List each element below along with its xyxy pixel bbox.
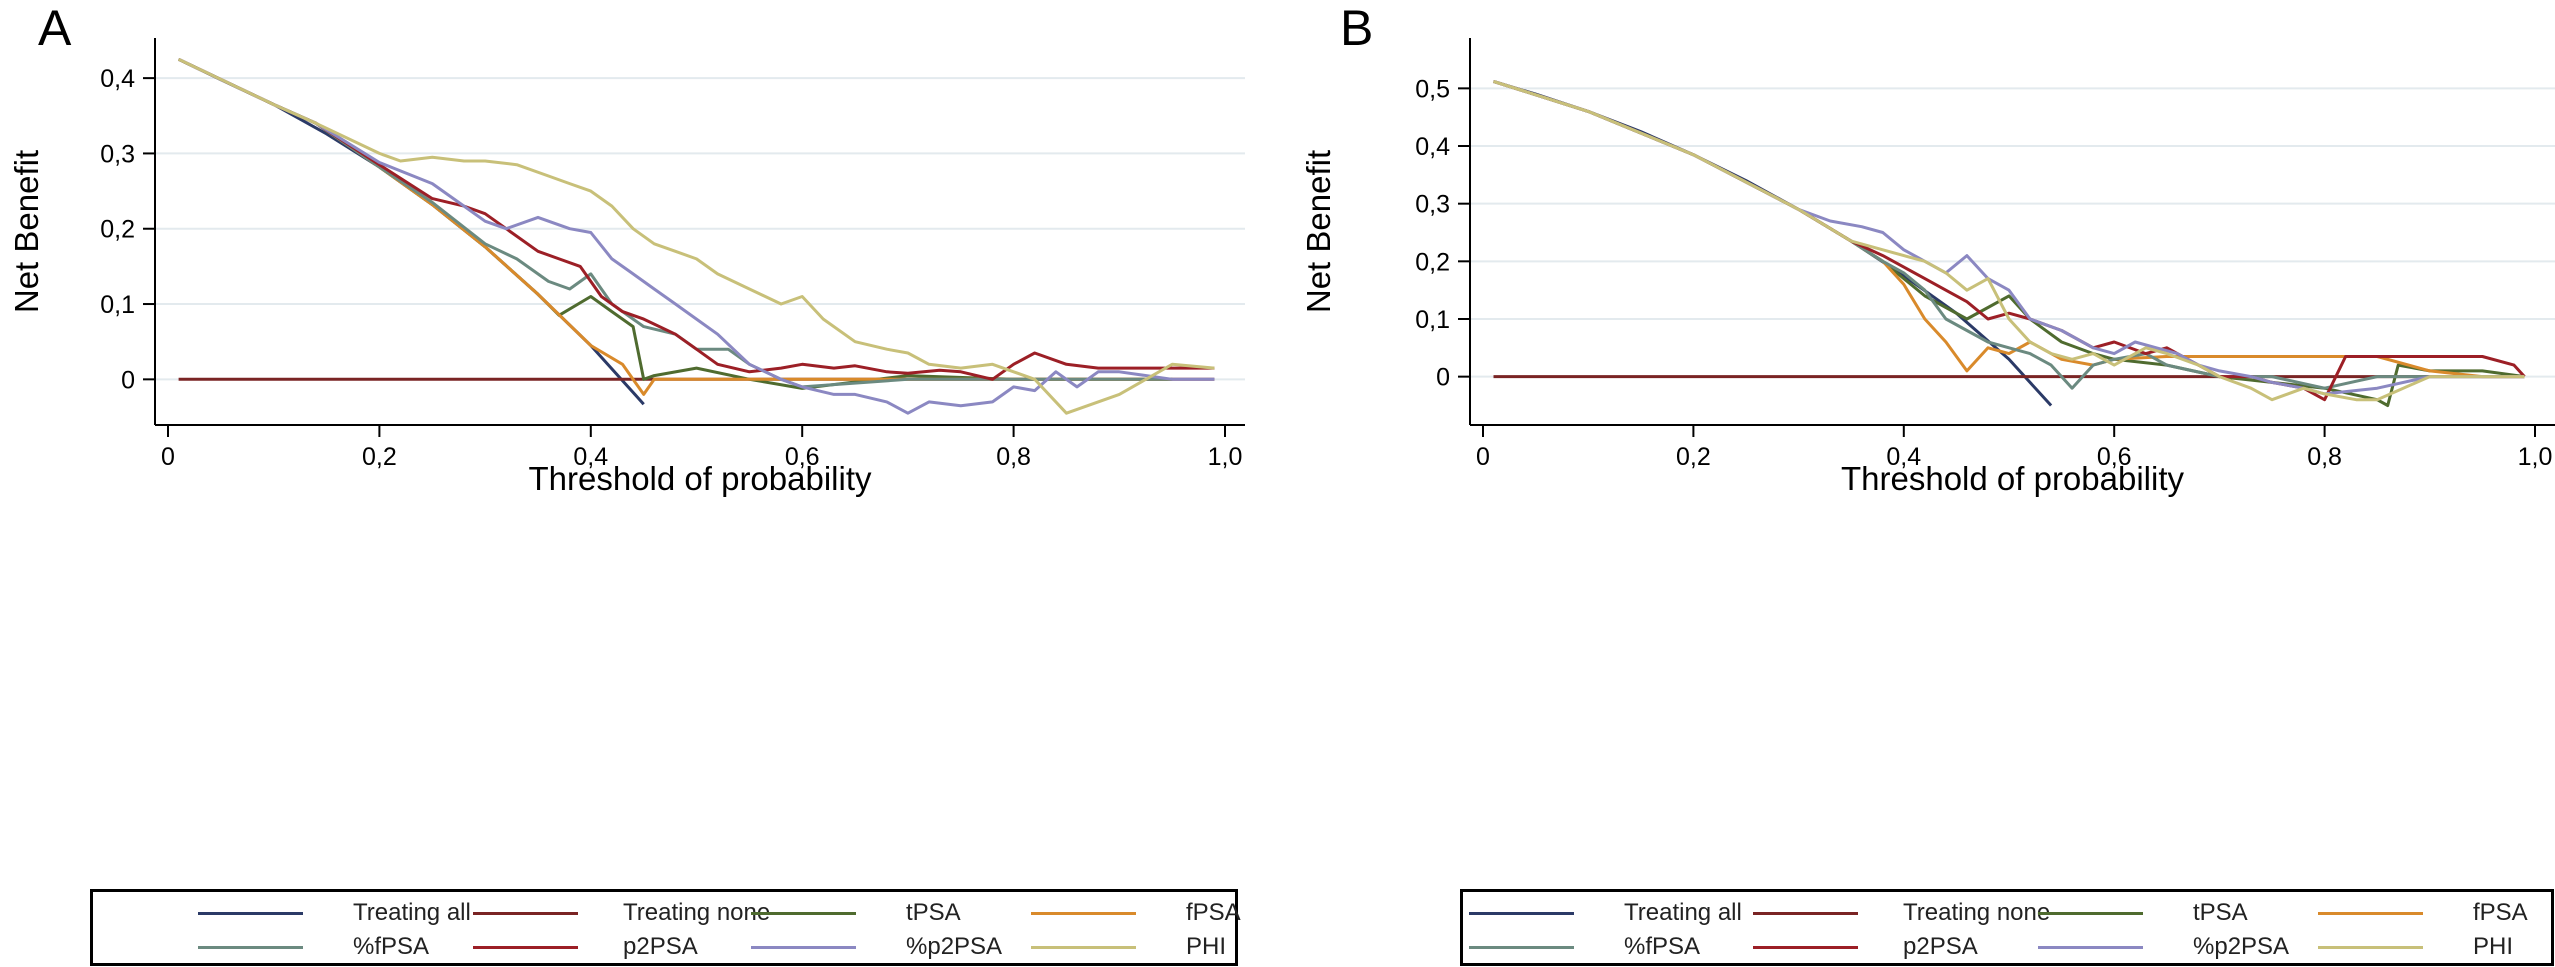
x-tick-label: 0 (161, 443, 175, 471)
y-tick-label: 0,3 (1415, 191, 1450, 219)
chart-b-svg: B 0 0,1 0,2 0,3 0,4 0,5 0 0,2 0,4 0,6 0,8 1,0 Thresho… (1300, 0, 2555, 497)
x-tick-label: 0,2 (362, 443, 397, 471)
legend-item: PHI (2318, 927, 2555, 967)
series-line-fpsa (1493, 79, 2525, 379)
chart-a-svg: A 0 0,1 0,2 0,3 0,4 0 0,2 0,4 0,6 0,8 1,0 Threshold … (8, 0, 1245, 497)
x-tick-label: 0,2 (1676, 443, 1711, 471)
y-tick-label: 0,2 (1415, 248, 1450, 276)
y-axis-title: Net Benefit (8, 150, 45, 313)
legend-item: p2PSA (473, 927, 793, 967)
series-line-p2psa (177, 57, 1215, 381)
legend-swatch (473, 946, 578, 949)
legend-swatch (1031, 946, 1136, 949)
legend-label: p2PSA (1903, 933, 1978, 960)
y-tick-label: 0,4 (100, 65, 135, 93)
chart-panel-b: B 0 0,1 0,2 0,3 0,4 0,5 0 0,2 0,4 0,6 0,8 1,0 Thresho… (1300, 0, 2555, 967)
y-tick-label: 0 (121, 366, 135, 394)
legend-label: PHI (1186, 933, 1227, 960)
legend-swatch (473, 912, 578, 915)
legend-swatch (2318, 946, 2423, 949)
legend-item: Treating all (198, 893, 518, 933)
legend-item: tPSA (751, 893, 1071, 933)
legend-swatch (1753, 912, 1858, 915)
legend-a: Treating all Treating none tPSA fPSA %fPSA p2… (90, 889, 1241, 967)
legend-swatch (198, 912, 303, 915)
legend-item: Treating all (1469, 893, 1789, 933)
y-tick-label: 0,4 (1415, 133, 1450, 161)
legend-label: p2PSA (623, 933, 698, 960)
legend-row: %fPSA p2PSA %p2PSA PHI (1463, 927, 2551, 967)
x-tick-label: 1,0 (1208, 443, 1243, 471)
legend-label: fPSA (2473, 899, 2528, 926)
x-tick-label: 0,8 (2307, 443, 2342, 471)
legend-swatch (2318, 912, 2423, 915)
legend-item: p2PSA (1753, 927, 2073, 967)
legend-label: %fPSA (353, 933, 430, 960)
legend-swatch (1469, 912, 1574, 915)
legend-item: fPSA (1031, 893, 1351, 933)
legend-swatch (1469, 946, 1574, 949)
legend-label: Treating all (1624, 899, 1742, 926)
chart-panel-a: A 0 0,1 0,2 0,3 0,4 0 0,2 0,4 0,6 0,8 1,0 Threshold … (0, 0, 1277, 967)
panel-label: A (38, 0, 72, 56)
legend-label: Treating all (353, 899, 471, 926)
x-tick-label: 0,6 (2097, 443, 2132, 471)
legend-item: %p2PSA (751, 927, 1071, 967)
series-line--fpsa (177, 57, 1173, 389)
legend-swatch (2038, 946, 2143, 949)
legend-swatch (751, 946, 856, 949)
legend-label: %fPSA (1624, 933, 1701, 960)
y-tick-label: 0,1 (100, 291, 135, 319)
legend-label: %p2PSA (2193, 933, 2290, 960)
y-tick-label: 0,3 (100, 140, 135, 168)
x-tick-label: 0,8 (996, 443, 1031, 471)
legend-label: %p2PSA (906, 933, 1003, 960)
legend-item: %fPSA (1469, 927, 1789, 967)
legend-b: Treating all Treating none tPSA fPSA %fPSA p2… (1460, 889, 2554, 966)
series-line--p2psa (177, 57, 1215, 415)
series-line-phi (1493, 79, 2525, 402)
series-line-tpsa (177, 57, 1173, 390)
legend-item: PHI (1031, 927, 1351, 967)
series-line--fpsa (1493, 79, 2525, 390)
legend-label: fPSA (1186, 899, 1241, 926)
y-tick-label: 0,2 (100, 216, 135, 244)
series-line-treating-all (1493, 79, 2053, 407)
legend-row: %fPSA p2PSA %p2PSA PHI (93, 927, 1235, 967)
legend-item: %p2PSA (2038, 927, 2358, 967)
x-axis-title: Threshold of probability (1841, 460, 2185, 497)
x-axis-title: Threshold of probability (528, 460, 872, 497)
x-tick-label: 0,6 (785, 443, 820, 471)
legend-item: fPSA (2318, 893, 2555, 933)
legend-row: Treating all Treating none tPSA fPSA (93, 893, 1241, 933)
y-tick-label: 0,5 (1415, 75, 1450, 103)
series-line-treating-all (177, 57, 645, 406)
series-line-p2psa (1493, 79, 2526, 402)
series-line-fpsa (177, 57, 1173, 396)
legend-item: Treating none (1753, 893, 2073, 933)
panel-label: B (1340, 0, 1373, 56)
x-tick-label: 1,0 (2518, 443, 2553, 471)
legend-swatch (1031, 912, 1136, 915)
y-tick-label: 0 (1436, 364, 1450, 392)
x-tick-label: 0,4 (573, 443, 608, 471)
legend-label: PHI (2473, 933, 2514, 960)
legend-label: tPSA (2193, 899, 2248, 926)
legend-swatch (2038, 912, 2143, 915)
legend-item: Treating none (473, 893, 793, 933)
legend-label: Treating none (1903, 899, 2051, 926)
legend-row: Treating all Treating none tPSA fPSA (1463, 893, 2551, 933)
y-axis-title: Net Benefit (1300, 150, 1337, 313)
legend-item: tPSA (2038, 893, 2358, 933)
legend-item: %fPSA (198, 927, 518, 967)
legend-label: tPSA (906, 899, 961, 926)
y-tick-label: 0,1 (1415, 306, 1450, 334)
legend-swatch (198, 946, 303, 949)
series-line-phi (177, 57, 1215, 415)
legend-swatch (1753, 946, 1858, 949)
legend-swatch (751, 912, 856, 915)
x-tick-label: 0,4 (1886, 443, 1921, 471)
legend-label: Treating none (623, 899, 771, 926)
x-tick-label: 0 (1476, 443, 1490, 471)
